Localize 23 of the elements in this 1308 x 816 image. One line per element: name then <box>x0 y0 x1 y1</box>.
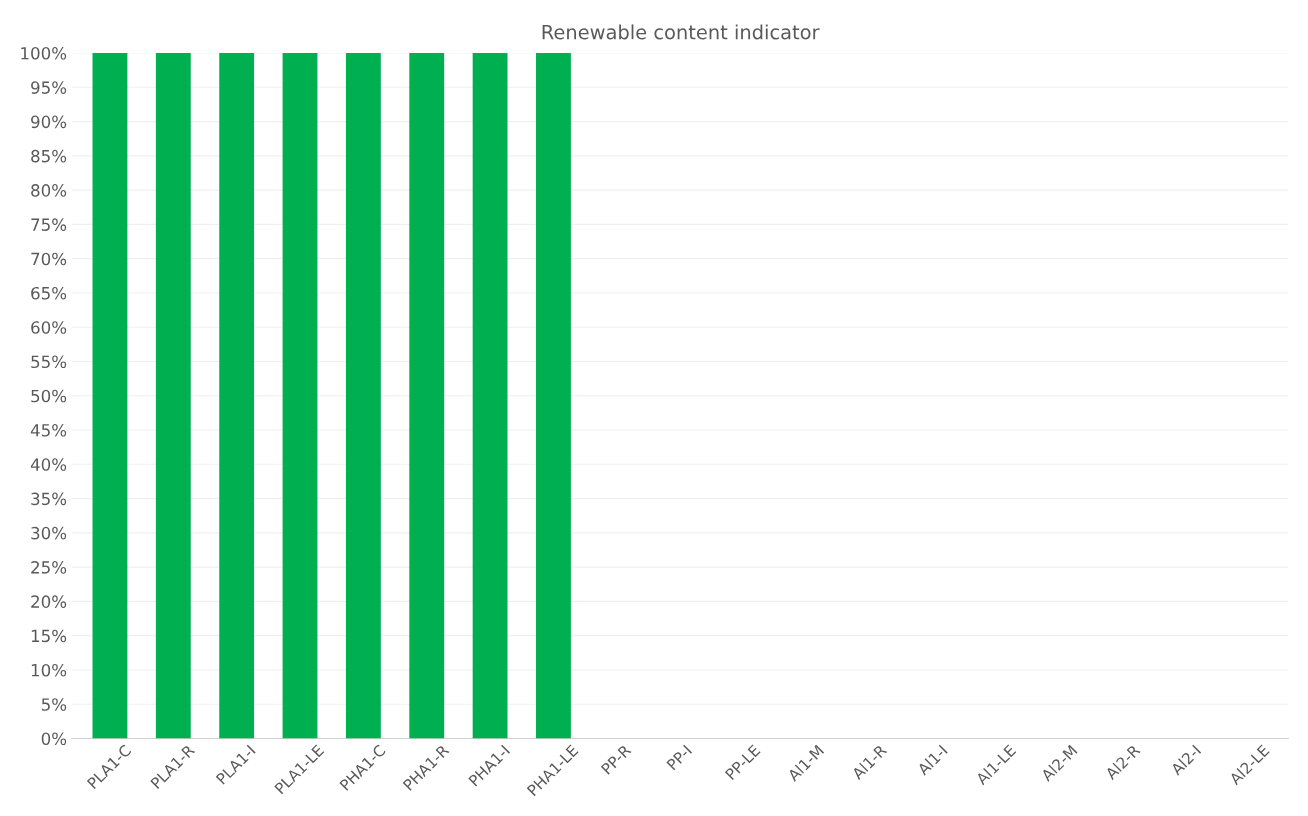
y-tick-label: 5% <box>41 698 67 711</box>
chart-title: Renewable content indicator <box>542 24 820 40</box>
y-tick-label: 95% <box>31 81 67 94</box>
y-tick-label: 50% <box>31 389 67 403</box>
y-tick-label: 0% <box>41 732 67 746</box>
y-tick-label: 75% <box>31 218 67 231</box>
y-tick-label: 60% <box>31 321 67 334</box>
y-tick-label: 25% <box>31 561 67 574</box>
y-tick-label: 40% <box>30 458 67 471</box>
y-tick-label: 45% <box>30 423 67 437</box>
y-tick-label: 10% <box>31 663 67 677</box>
y-tick-label: 30% <box>31 526 67 540</box>
x-tick-label: PP-I <box>666 744 693 771</box>
y-tick-label: 65% <box>31 286 67 300</box>
y-tick-label: 20% <box>31 595 67 608</box>
y-tick-label: 70% <box>31 252 67 266</box>
y-tick-label: 55% <box>31 355 67 369</box>
y-tick-label: 90% <box>31 115 67 129</box>
y-tick-label: 85% <box>31 149 67 163</box>
y-tick-label: 15% <box>31 629 67 643</box>
y-tick-label: 80% <box>31 184 67 197</box>
y-tick-label: 100% <box>21 47 67 60</box>
y-tick-label: 35% <box>31 492 67 506</box>
